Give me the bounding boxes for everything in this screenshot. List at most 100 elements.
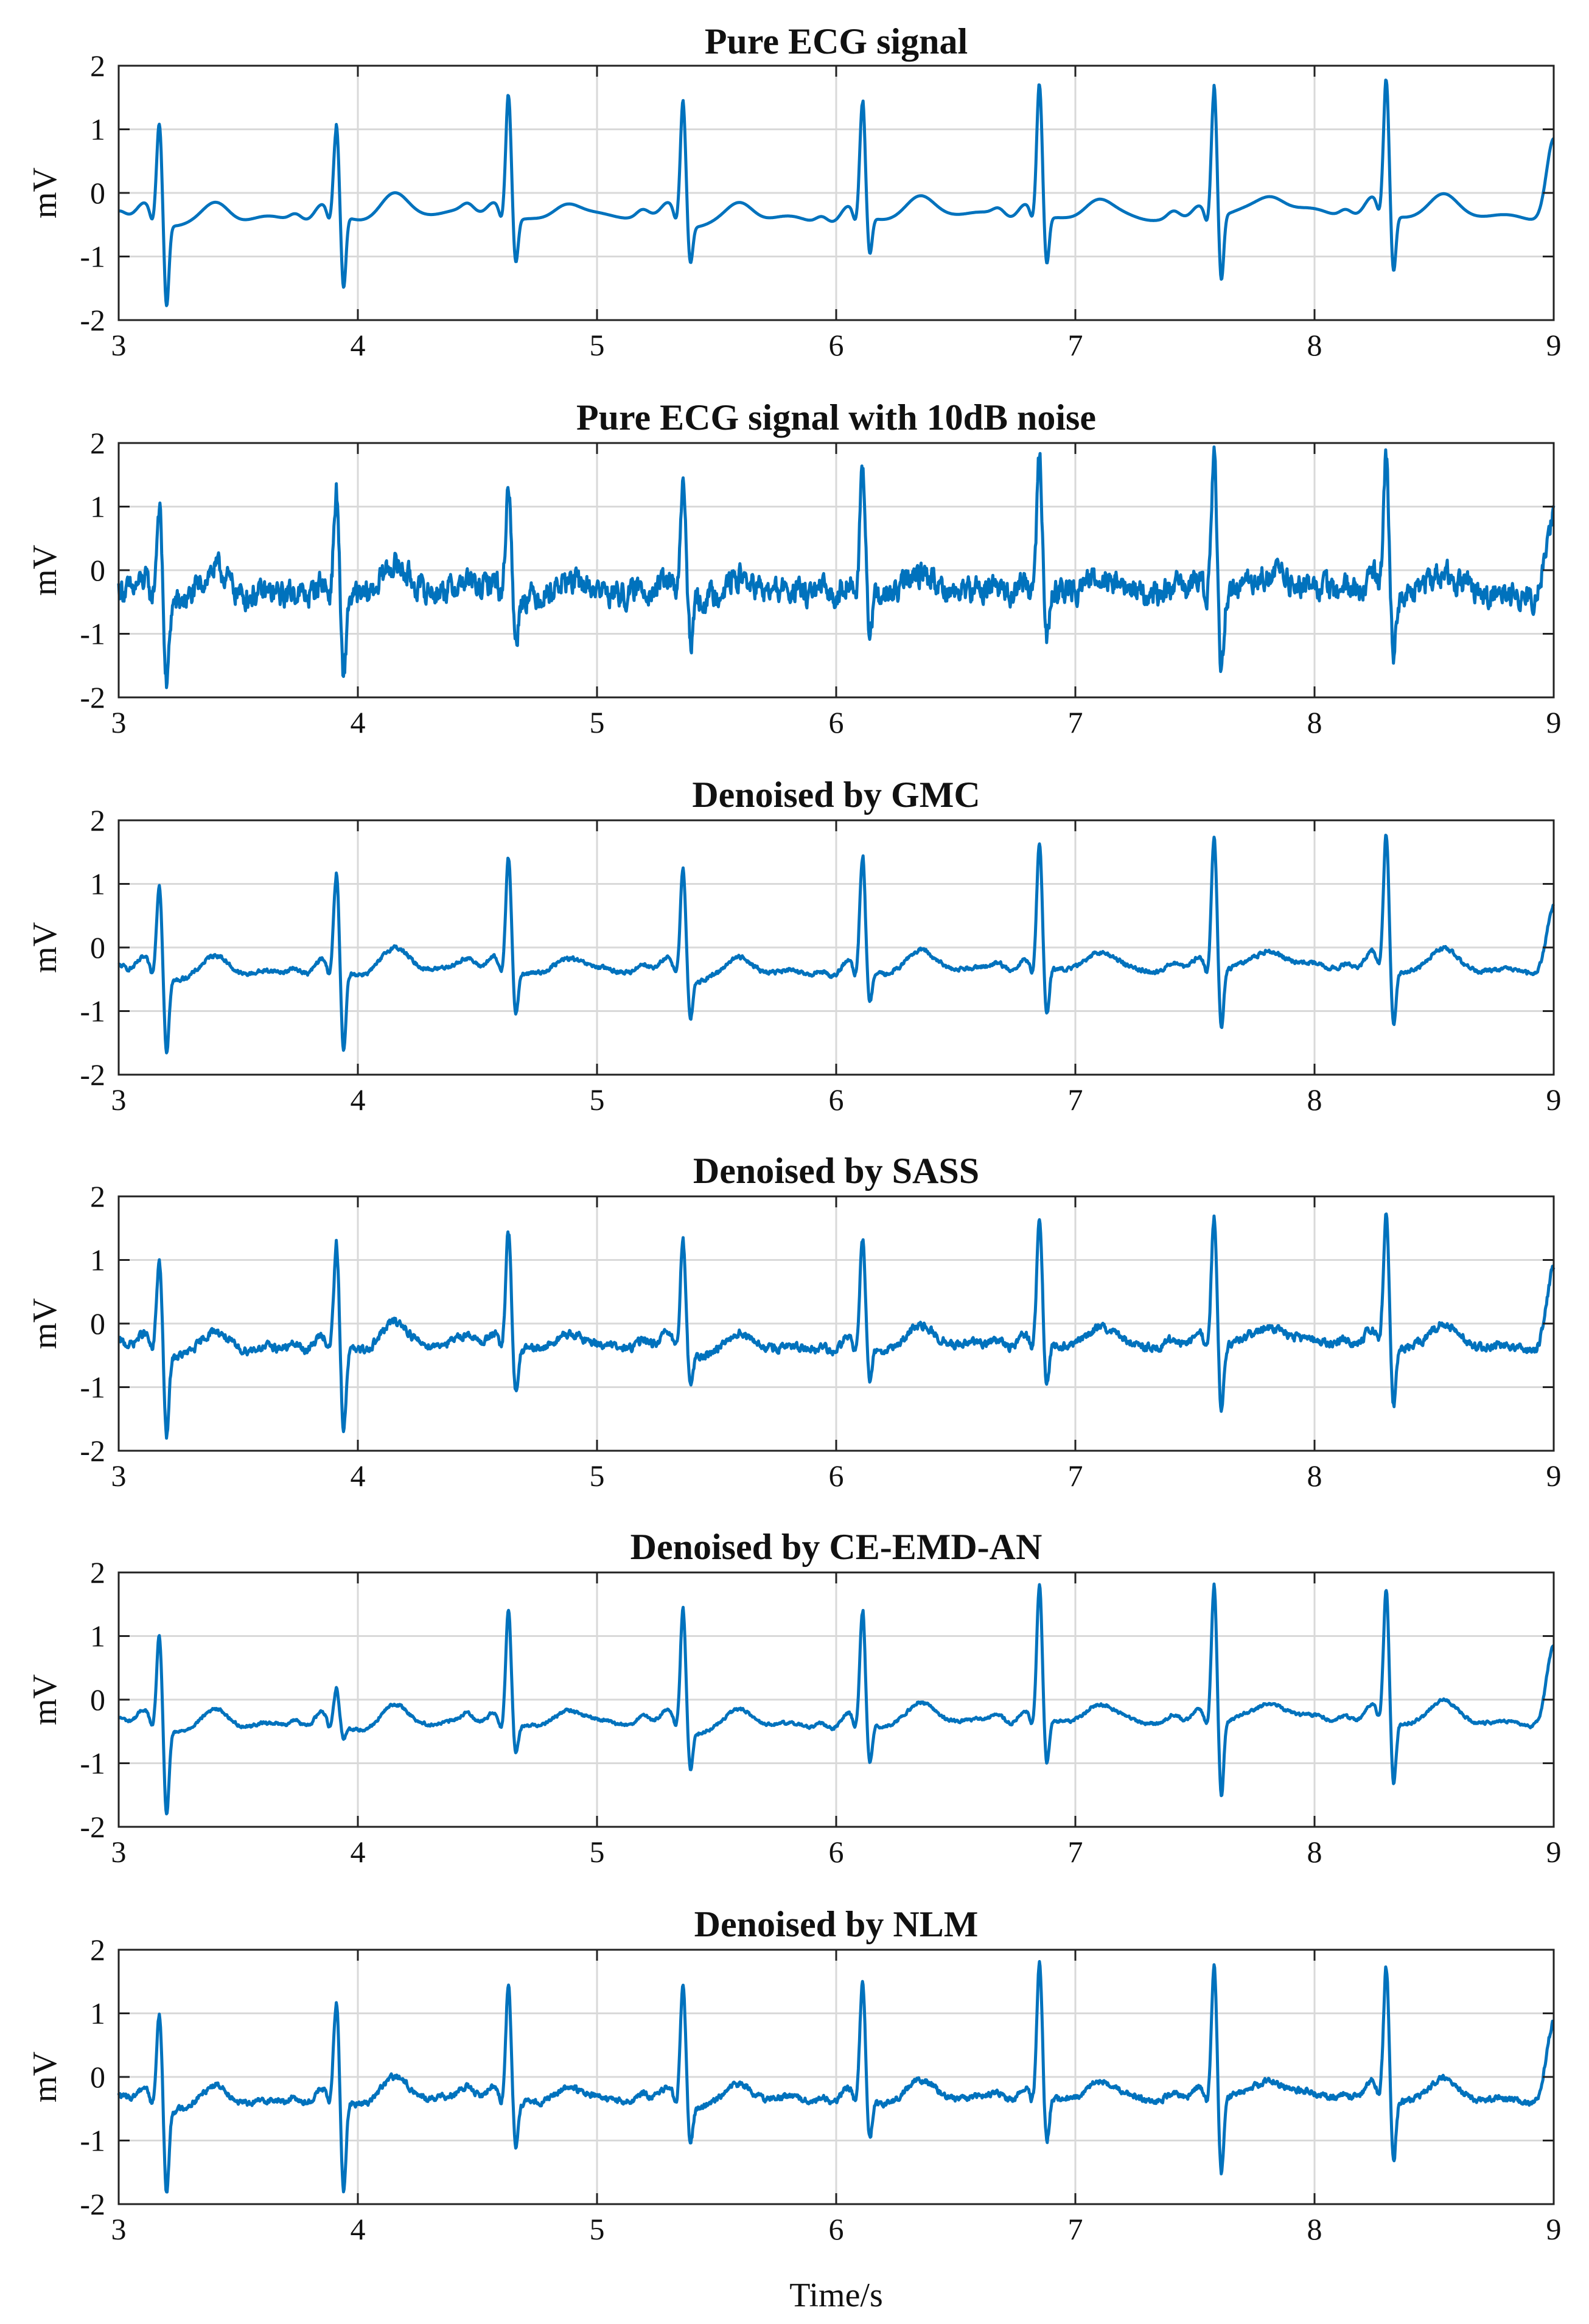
panel-title: Pure ECG signal xyxy=(705,21,968,61)
series-line xyxy=(117,834,1556,1055)
x-tick-label: 9 xyxy=(1546,705,1562,739)
y-tick-label: 1 xyxy=(90,867,105,901)
tick-layer: 3 4 5 6 7 8 9 2 1 0 -1 -2 xyxy=(80,1555,1561,1869)
x-tick-label: 8 xyxy=(1307,1083,1322,1117)
series-line xyxy=(117,1212,1556,1440)
y-tick-label: -1 xyxy=(80,1746,105,1781)
x-tick-label: 5 xyxy=(590,328,605,362)
x-tick-label: 6 xyxy=(829,2212,844,2246)
y-tick-label: -2 xyxy=(80,1810,105,1844)
y-tick-label: -1 xyxy=(80,994,105,1028)
y-tick-label: 0 xyxy=(90,930,105,965)
x-tick-label: 3 xyxy=(111,705,127,739)
y-tick-label: -2 xyxy=(80,680,105,714)
x-tick-label: 3 xyxy=(111,328,127,362)
y-tick-label: -2 xyxy=(80,2187,105,2221)
y-axis-label: mV xyxy=(26,545,64,596)
x-tick-label: 4 xyxy=(351,1083,366,1117)
x-tick-label: 7 xyxy=(1068,1835,1083,1869)
y-tick-label: -1 xyxy=(80,617,105,651)
series-line xyxy=(117,1959,1555,2194)
panel-pure-ecg: Pure ECG signal 3 4 5 6 7 8 9 2 1 0 -1 -2 mV xyxy=(26,21,1562,362)
x-tick-label: 5 xyxy=(590,2212,605,2246)
y-tick-label: 2 xyxy=(90,803,105,837)
y-tick-label: 1 xyxy=(90,1619,105,1653)
x-tick-label: 6 xyxy=(829,328,844,362)
y-tick-label: -1 xyxy=(80,1370,105,1405)
x-tick-label: 9 xyxy=(1546,328,1562,362)
x-tick-label: 7 xyxy=(1068,1083,1083,1117)
x-tick-label: 9 xyxy=(1546,1835,1562,1869)
y-axis-label: mV xyxy=(26,1674,64,1725)
y-axis-label: mV xyxy=(26,2051,64,2102)
x-tick-label: 6 xyxy=(829,1835,844,1869)
series-line xyxy=(117,1582,1555,1816)
panel-ce-emd-an: Denoised by CE-EMD-AN 3 4 5 6 7 8 9 2 1 0 -1 -2 mV xyxy=(26,1527,1562,1869)
panel-noisy-ecg: Pure ECG signal with 10dB noise 3 4 5 6 7 8 9 2… xyxy=(26,397,1562,739)
x-tick-label: 4 xyxy=(351,1835,366,1869)
x-tick-label: 6 xyxy=(829,705,844,739)
y-axis-label: mV xyxy=(26,1298,64,1349)
x-tick-label: 5 xyxy=(590,1459,605,1493)
y-tick-label: 1 xyxy=(90,113,105,147)
y-tick-label: 1 xyxy=(90,1243,105,1277)
x-tick-label: 7 xyxy=(1068,328,1083,362)
x-tick-label: 4 xyxy=(351,328,366,362)
series-line xyxy=(117,445,1556,689)
series-line xyxy=(117,79,1555,307)
panel-nlm: Denoised by NLM 3 4 5 6 7 8 9 2 1 0 -1 -2 mV Time/s xyxy=(26,1904,1562,2314)
x-tick-label: 8 xyxy=(1307,705,1322,739)
x-tick-label: 4 xyxy=(351,705,366,739)
tick-layer: 3 4 5 6 7 8 9 2 1 0 -1 -2 xyxy=(80,49,1561,362)
y-tick-label: 0 xyxy=(90,176,105,210)
tick-layer: 3 4 5 6 7 8 9 2 1 0 -1 -2 xyxy=(80,803,1561,1117)
y-tick-label: 0 xyxy=(90,1683,105,1717)
y-tick-label: 2 xyxy=(90,1179,105,1213)
x-tick-label: 7 xyxy=(1068,2212,1083,2246)
x-tick-label: 8 xyxy=(1307,328,1322,362)
panel-title: Denoised by SASS xyxy=(693,1151,979,1191)
x-tick-label: 9 xyxy=(1546,2212,1562,2246)
y-tick-label: -2 xyxy=(80,1434,105,1468)
y-tick-label: 1 xyxy=(90,1997,105,2031)
x-tick-label: 4 xyxy=(351,2212,366,2246)
y-tick-label: 2 xyxy=(90,1933,105,1967)
x-tick-label: 3 xyxy=(111,1083,127,1117)
y-tick-label: 2 xyxy=(90,49,105,83)
x-tick-label: 3 xyxy=(111,1459,127,1493)
x-tick-label: 8 xyxy=(1307,2212,1322,2246)
x-tick-label: 9 xyxy=(1546,1083,1562,1117)
panel-gmc: Denoised by GMC 3 4 5 6 7 8 9 2 1 0 -1 -2 mV xyxy=(26,775,1562,1117)
y-tick-label: 0 xyxy=(90,2060,105,2094)
y-axis-label: mV xyxy=(26,922,64,973)
panel-title: Denoised by CE-EMD-AN xyxy=(630,1527,1042,1567)
x-tick-label: 7 xyxy=(1068,1459,1083,1493)
y-axis-label: mV xyxy=(26,167,64,218)
x-tick-label: 3 xyxy=(111,1835,127,1869)
tick-layer: 3 4 5 6 7 8 9 2 1 0 -1 -2 xyxy=(80,426,1561,739)
panel-title: Denoised by GMC xyxy=(692,775,980,815)
x-tick-label: 5 xyxy=(590,705,605,739)
x-tick-label: 7 xyxy=(1068,705,1083,739)
x-tick-label: 8 xyxy=(1307,1835,1322,1869)
x-tick-label: 6 xyxy=(829,1083,844,1117)
x-tick-label: 6 xyxy=(829,1459,844,1493)
y-tick-label: 0 xyxy=(90,1307,105,1341)
x-axis-label: Time/s xyxy=(789,2277,883,2314)
y-tick-label: -1 xyxy=(80,2124,105,2158)
y-tick-label: 2 xyxy=(90,426,105,460)
x-tick-label: 4 xyxy=(351,1459,366,1493)
y-tick-label: -1 xyxy=(80,240,105,274)
tick-layer: 3 4 5 6 7 8 9 2 1 0 -1 -2 xyxy=(80,1933,1561,2246)
y-tick-label: -2 xyxy=(80,1058,105,1092)
x-tick-label: 3 xyxy=(111,2212,127,2246)
x-tick-label: 8 xyxy=(1307,1459,1322,1493)
x-tick-label: 5 xyxy=(590,1083,605,1117)
x-tick-label: 9 xyxy=(1546,1459,1562,1493)
panel-sass: Denoised by SASS 3 4 5 6 7 8 9 2 1 0 -1 -2 mV xyxy=(26,1151,1562,1493)
y-tick-label: -2 xyxy=(80,303,105,337)
panel-title: Denoised by NLM xyxy=(694,1904,979,1944)
y-tick-label: 1 xyxy=(90,490,105,524)
